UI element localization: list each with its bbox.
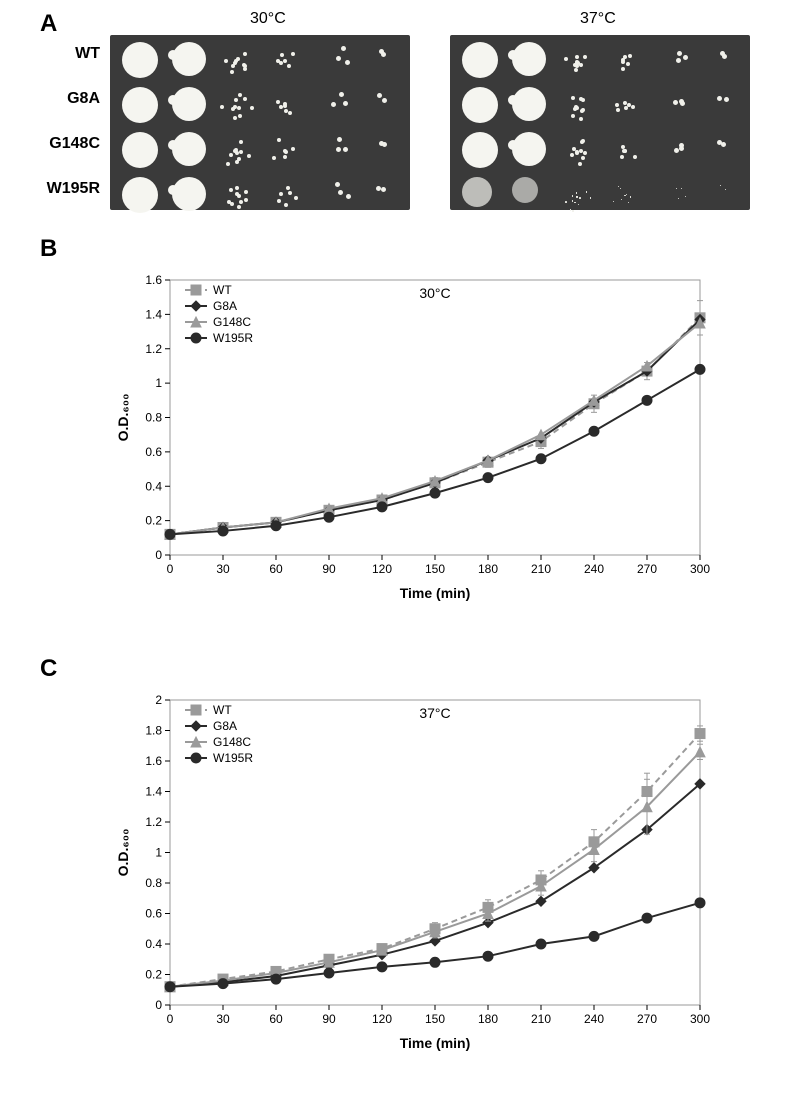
row-label-wt: WT	[20, 45, 100, 63]
svg-text:150: 150	[425, 562, 445, 576]
svg-text:W195R: W195R	[213, 751, 253, 765]
svg-text:37°C: 37°C	[419, 705, 450, 721]
row-label-g148c: G148C	[20, 135, 100, 153]
svg-text:WT: WT	[213, 283, 232, 297]
svg-text:Time (min): Time (min)	[400, 1035, 471, 1051]
svg-text:0.8: 0.8	[145, 411, 162, 425]
svg-text:1.2: 1.2	[145, 342, 162, 356]
chart-c: 0 0.2 0.4 0.6 0.8 1 1.2 1.4 1.6 1.8 2 0 30 60 90 120 150…	[110, 680, 720, 1060]
svg-text:120: 120	[372, 1012, 392, 1026]
svg-text:0: 0	[155, 998, 162, 1012]
panel-b-label: B	[40, 235, 57, 263]
svg-text:0.4: 0.4	[145, 937, 162, 951]
svg-text:60: 60	[269, 562, 283, 576]
svg-text:180: 180	[478, 1012, 498, 1026]
svg-text:0.2: 0.2	[145, 968, 162, 982]
svg-text:1.6: 1.6	[145, 273, 162, 287]
svg-text:0.8: 0.8	[145, 876, 162, 890]
svg-text:G148C: G148C	[213, 735, 251, 749]
svg-text:0.2: 0.2	[145, 514, 162, 528]
svg-text:180: 180	[478, 562, 498, 576]
temp-37-label: 37°C	[580, 10, 616, 28]
svg-text:1: 1	[155, 846, 162, 860]
svg-text:60: 60	[269, 1012, 283, 1026]
svg-text:G148C: G148C	[213, 315, 251, 329]
svg-text:1: 1	[155, 376, 162, 390]
svg-text:1.2: 1.2	[145, 815, 162, 829]
svg-text:G8A: G8A	[213, 719, 237, 733]
svg-text:1.6: 1.6	[145, 754, 162, 768]
svg-text:240: 240	[584, 562, 604, 576]
svg-text:W195R: W195R	[213, 331, 253, 345]
svg-text:210: 210	[531, 562, 551, 576]
svg-text:270: 270	[637, 1012, 657, 1026]
chart-c-svg: 0 0.2 0.4 0.6 0.8 1 1.2 1.4 1.6 1.8 2 0 30 60 90 120 150…	[110, 680, 720, 1060]
svg-text:0: 0	[155, 548, 162, 562]
svg-text:0: 0	[167, 562, 174, 576]
svg-text:30: 30	[216, 562, 230, 576]
svg-text:Time (min): Time (min)	[400, 585, 471, 601]
svg-text:210: 210	[531, 1012, 551, 1026]
svg-text:300: 300	[690, 562, 710, 576]
svg-text:0: 0	[167, 1012, 174, 1026]
chart-b: 0 0.2 0.4 0.6 0.8 1 1.2 1.4 1.6 0 30 60 90 120 150 180 2…	[110, 260, 720, 610]
svg-text:0.4: 0.4	[145, 479, 162, 493]
svg-text:1.4: 1.4	[145, 307, 162, 321]
svg-text:30: 30	[216, 1012, 230, 1026]
svg-text:300: 300	[690, 1012, 710, 1026]
svg-text:1.4: 1.4	[145, 785, 162, 799]
svg-text:90: 90	[322, 562, 336, 576]
svg-text:O.D.₆₀₀: O.D.₆₀₀	[115, 394, 131, 442]
svg-text:30°C: 30°C	[419, 285, 450, 301]
svg-text:270: 270	[637, 562, 657, 576]
svg-text:150: 150	[425, 1012, 445, 1026]
svg-text:90: 90	[322, 1012, 336, 1026]
svg-text:0.6: 0.6	[145, 445, 162, 459]
chart-b-svg: 0 0.2 0.4 0.6 0.8 1 1.2 1.4 1.6 0 30 60 90 120 150 180 2…	[110, 260, 720, 610]
panel-a-label: A	[40, 10, 57, 38]
svg-text:240: 240	[584, 1012, 604, 1026]
svg-text:2: 2	[155, 693, 162, 707]
svg-text:WT: WT	[213, 703, 232, 717]
svg-text:G8A: G8A	[213, 299, 237, 313]
svg-text:O.D.₆₀₀: O.D.₆₀₀	[115, 829, 131, 877]
svg-text:120: 120	[372, 562, 392, 576]
svg-text:1.8: 1.8	[145, 724, 162, 738]
svg-text:0.6: 0.6	[145, 907, 162, 921]
temp-30-label: 30°C	[250, 10, 286, 28]
row-label-g8a: G8A	[20, 90, 100, 108]
row-label-w195r: W195R	[20, 180, 100, 198]
panel-c-label: C	[40, 655, 57, 683]
